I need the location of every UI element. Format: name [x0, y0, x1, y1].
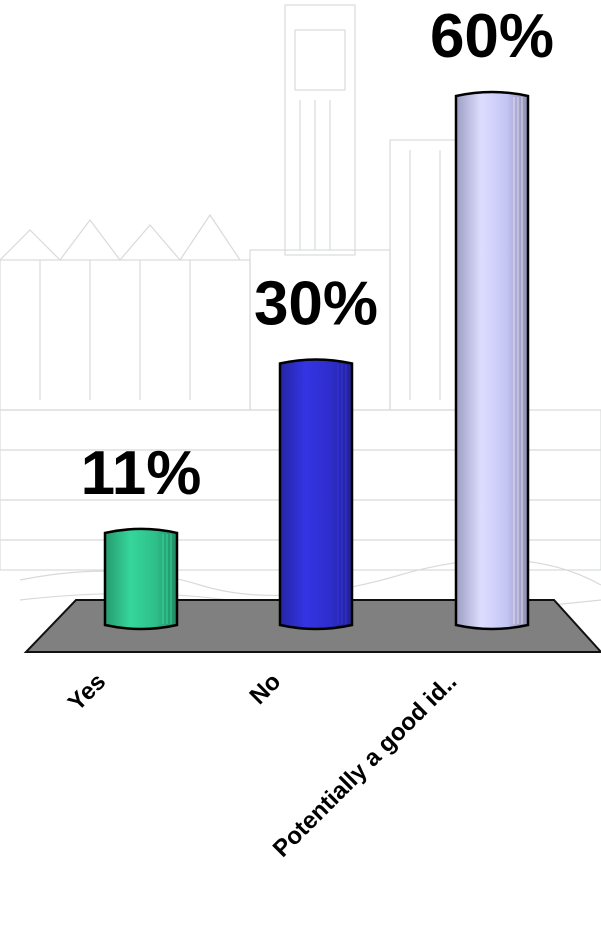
bars-group: [103, 90, 530, 631]
value-label: 60%: [430, 2, 554, 71]
category-label: Yes: [63, 668, 111, 716]
value-label: 30%: [254, 270, 378, 339]
value-labels-group: 11% 30% 60%: [81, 2, 554, 508]
bar-potentially-a-good-id: [454, 90, 530, 631]
bar-no: [278, 358, 354, 631]
category-label: No: [245, 668, 287, 710]
category-label: Potentially a good id..: [268, 668, 462, 862]
value-label: 11%: [81, 439, 202, 508]
bar-yes: [103, 527, 179, 631]
